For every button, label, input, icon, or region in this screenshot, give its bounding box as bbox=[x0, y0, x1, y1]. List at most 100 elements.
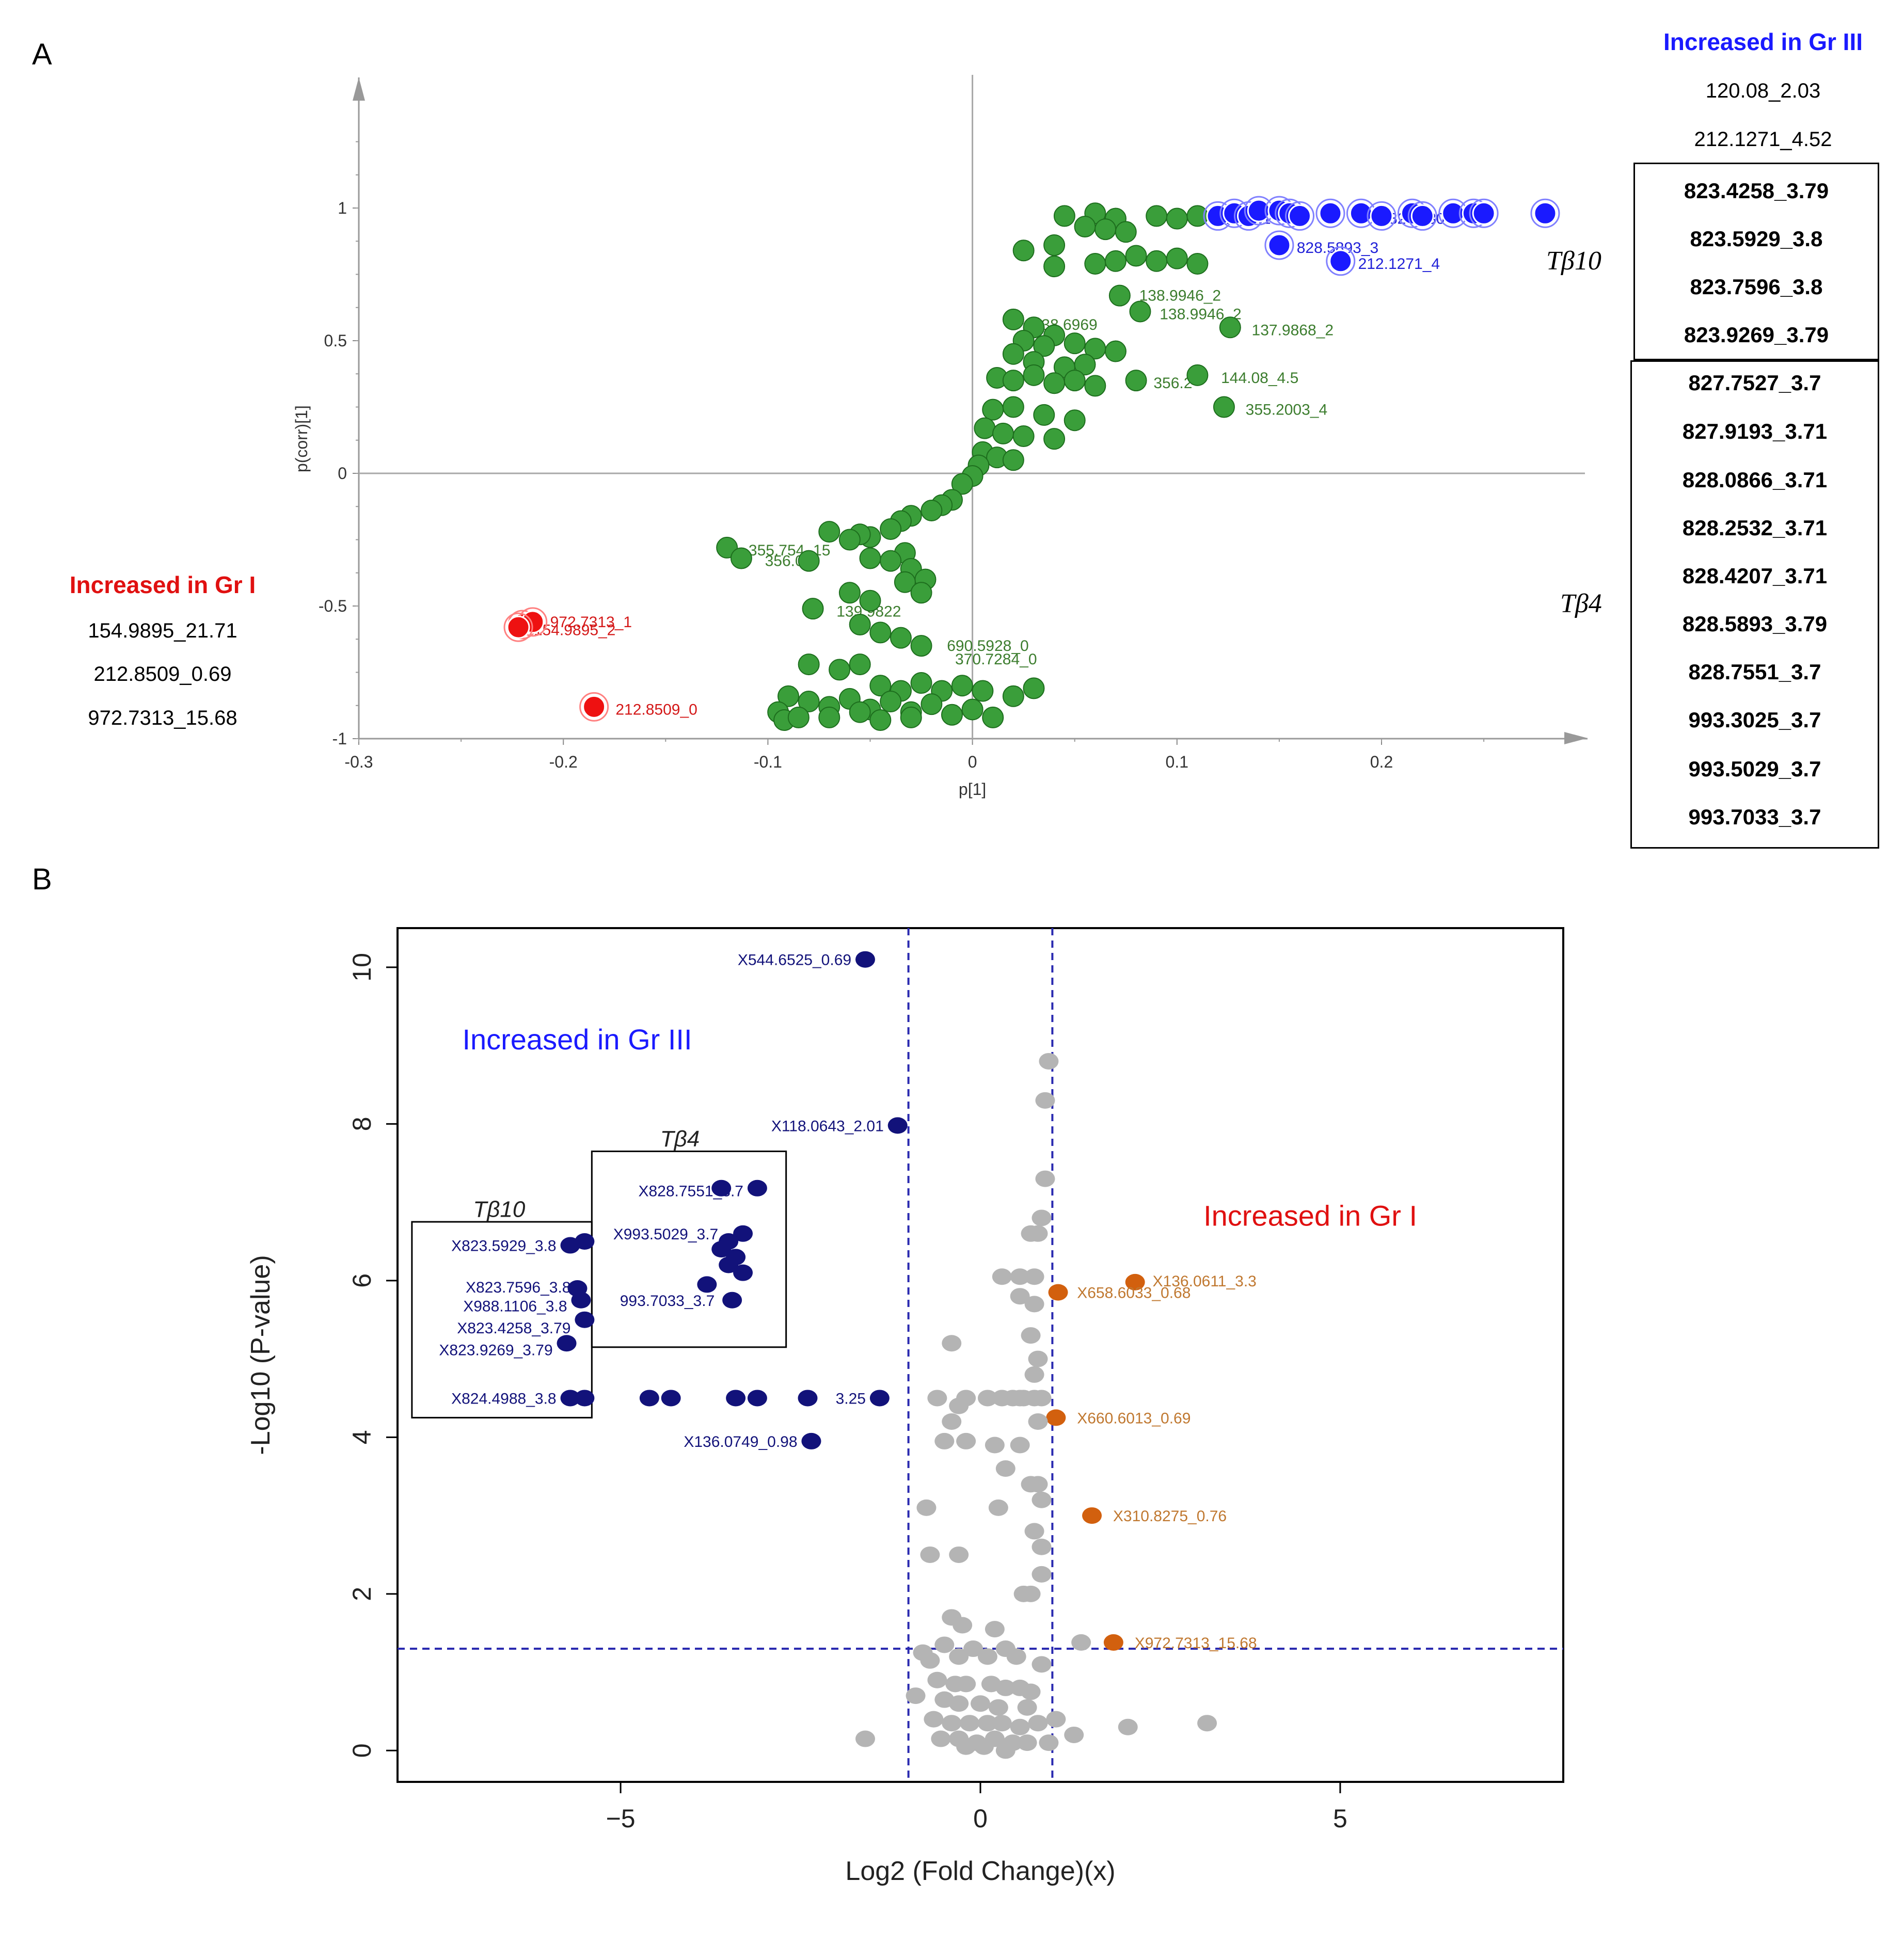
green-point bbox=[992, 422, 1014, 444]
grey-point bbox=[1006, 1648, 1026, 1665]
x-tick-label: 0.2 bbox=[1370, 753, 1393, 771]
point-label: 355.2003_4 bbox=[1246, 402, 1328, 419]
green-point bbox=[1108, 284, 1131, 307]
grey-point bbox=[942, 1335, 962, 1352]
gr1-legend-item: 154.9895_21.71 bbox=[88, 619, 237, 642]
y-tick-label: -0.5 bbox=[319, 597, 347, 615]
grey-point bbox=[985, 1621, 1005, 1638]
tb10-list-item: 823.4258_3.79 bbox=[1684, 179, 1829, 203]
y-axis-title: -Log10 (P-value) bbox=[246, 1255, 276, 1455]
green-point bbox=[798, 550, 820, 572]
grey-point bbox=[906, 1687, 926, 1704]
navy-point bbox=[855, 951, 875, 968]
point-label: 212.8509_0 bbox=[615, 701, 697, 718]
green-point bbox=[880, 518, 902, 540]
grey-point bbox=[1064, 1726, 1084, 1743]
point-label: 154.9895_2 bbox=[534, 621, 616, 639]
orange-point bbox=[1082, 1507, 1102, 1524]
point-label: X824.4988_3.8 bbox=[451, 1390, 557, 1407]
green-point bbox=[818, 706, 840, 728]
tb4-list-item: 827.9193_3.71 bbox=[1682, 419, 1828, 443]
point-label: 972.7313_1 bbox=[550, 614, 632, 631]
point-label: X823.7596_3.8 bbox=[466, 1279, 571, 1296]
green-point bbox=[1129, 300, 1151, 323]
green-point bbox=[894, 571, 916, 593]
green-point bbox=[1084, 375, 1106, 397]
green-point bbox=[1064, 370, 1086, 392]
orange-point bbox=[1103, 1634, 1123, 1651]
point-label: X660.6013_0.69 bbox=[1077, 1410, 1191, 1427]
green-point bbox=[1053, 205, 1075, 227]
grey-point bbox=[931, 1730, 951, 1747]
green-point bbox=[1064, 332, 1086, 355]
navy-point bbox=[639, 1390, 659, 1407]
grey-point bbox=[1032, 1566, 1052, 1583]
tb10-box-label: Tβ10 bbox=[473, 1197, 525, 1222]
y-axis-title: p(corr)[1] bbox=[292, 405, 311, 472]
tb4-list-item: 828.7551_3.7 bbox=[1688, 660, 1821, 684]
green-point bbox=[859, 589, 881, 612]
green-point bbox=[849, 701, 871, 723]
grey-point bbox=[960, 1715, 980, 1732]
tb4-list-item: 828.4207_3.71 bbox=[1682, 564, 1828, 588]
green-point bbox=[829, 659, 851, 681]
red-point bbox=[506, 615, 530, 639]
x-axis-title: Log2 (Fold Change)(x) bbox=[845, 1856, 1115, 1886]
grey-point bbox=[992, 1715, 1012, 1732]
grey-point bbox=[1035, 1170, 1055, 1187]
gr3-plain-item: 120.08_2.03 bbox=[1705, 79, 1821, 102]
tb4-list-item: 828.0866_3.71 bbox=[1682, 468, 1828, 492]
navy-point bbox=[747, 1179, 767, 1197]
grey-point bbox=[1010, 1437, 1030, 1454]
navy-point bbox=[575, 1390, 595, 1407]
grey-point bbox=[1024, 1366, 1044, 1383]
point-label: 138.9946_2 bbox=[1139, 288, 1221, 305]
blue-point bbox=[1410, 204, 1434, 228]
point-halo bbox=[1315, 198, 1345, 228]
y-tick-label: 4 bbox=[347, 1430, 376, 1444]
tb4-list-item: 827.7527_3.7 bbox=[1688, 371, 1821, 395]
grey-point bbox=[1032, 1538, 1052, 1555]
gr3-legend-heading: Increased in Gr III bbox=[1663, 28, 1863, 55]
green-point bbox=[1023, 677, 1045, 699]
navy-point bbox=[798, 1390, 818, 1407]
green-point bbox=[1104, 340, 1126, 362]
grey-point bbox=[992, 1268, 1012, 1285]
grey-point bbox=[1046, 1711, 1066, 1728]
navy-point bbox=[869, 1390, 890, 1407]
x-tick-label: −5 bbox=[606, 1804, 636, 1833]
grey-point bbox=[977, 1648, 997, 1665]
grey-point bbox=[995, 1742, 1016, 1759]
green-point bbox=[1012, 425, 1035, 448]
panel-a-splot: -0.3 -0.2 -0.1 0 0.1 0.2 -1 -0.5 0 0.5 1 p[1] p(corr… bbox=[292, 75, 1588, 799]
navy-point bbox=[571, 1292, 591, 1309]
y-tick-label: 10 bbox=[347, 953, 376, 982]
green-point bbox=[802, 598, 824, 620]
green-point bbox=[730, 547, 752, 569]
grey-point bbox=[924, 1711, 944, 1728]
point-label: X310.8275_0.76 bbox=[1113, 1508, 1227, 1525]
point-label: X544.6525_0.69 bbox=[738, 952, 851, 969]
grey-point bbox=[1021, 1683, 1041, 1700]
green-point bbox=[974, 417, 996, 439]
green-point bbox=[910, 582, 932, 604]
green-point bbox=[1033, 335, 1055, 357]
green-point bbox=[921, 499, 943, 521]
grey-point bbox=[1017, 1734, 1037, 1751]
grey-point bbox=[1035, 1092, 1055, 1109]
tb4-legend-label: Tβ4 bbox=[1560, 589, 1602, 618]
tb10-list-item: 823.7596_3.8 bbox=[1690, 275, 1823, 299]
grey-point bbox=[977, 1715, 997, 1732]
grey-point bbox=[963, 1640, 983, 1657]
point-label: 356.0 bbox=[765, 553, 804, 570]
green-point bbox=[1084, 252, 1106, 275]
x-tick-label: -0.1 bbox=[754, 753, 782, 771]
grey-point bbox=[971, 1695, 990, 1712]
navy-point bbox=[711, 1241, 732, 1258]
grey-point bbox=[977, 1390, 997, 1407]
green-point bbox=[778, 685, 800, 707]
point-halo bbox=[1367, 201, 1397, 231]
blue-point bbox=[1472, 201, 1496, 225]
gr3-region-label: Increased in Gr III bbox=[462, 1023, 692, 1056]
green-point bbox=[1043, 428, 1066, 450]
